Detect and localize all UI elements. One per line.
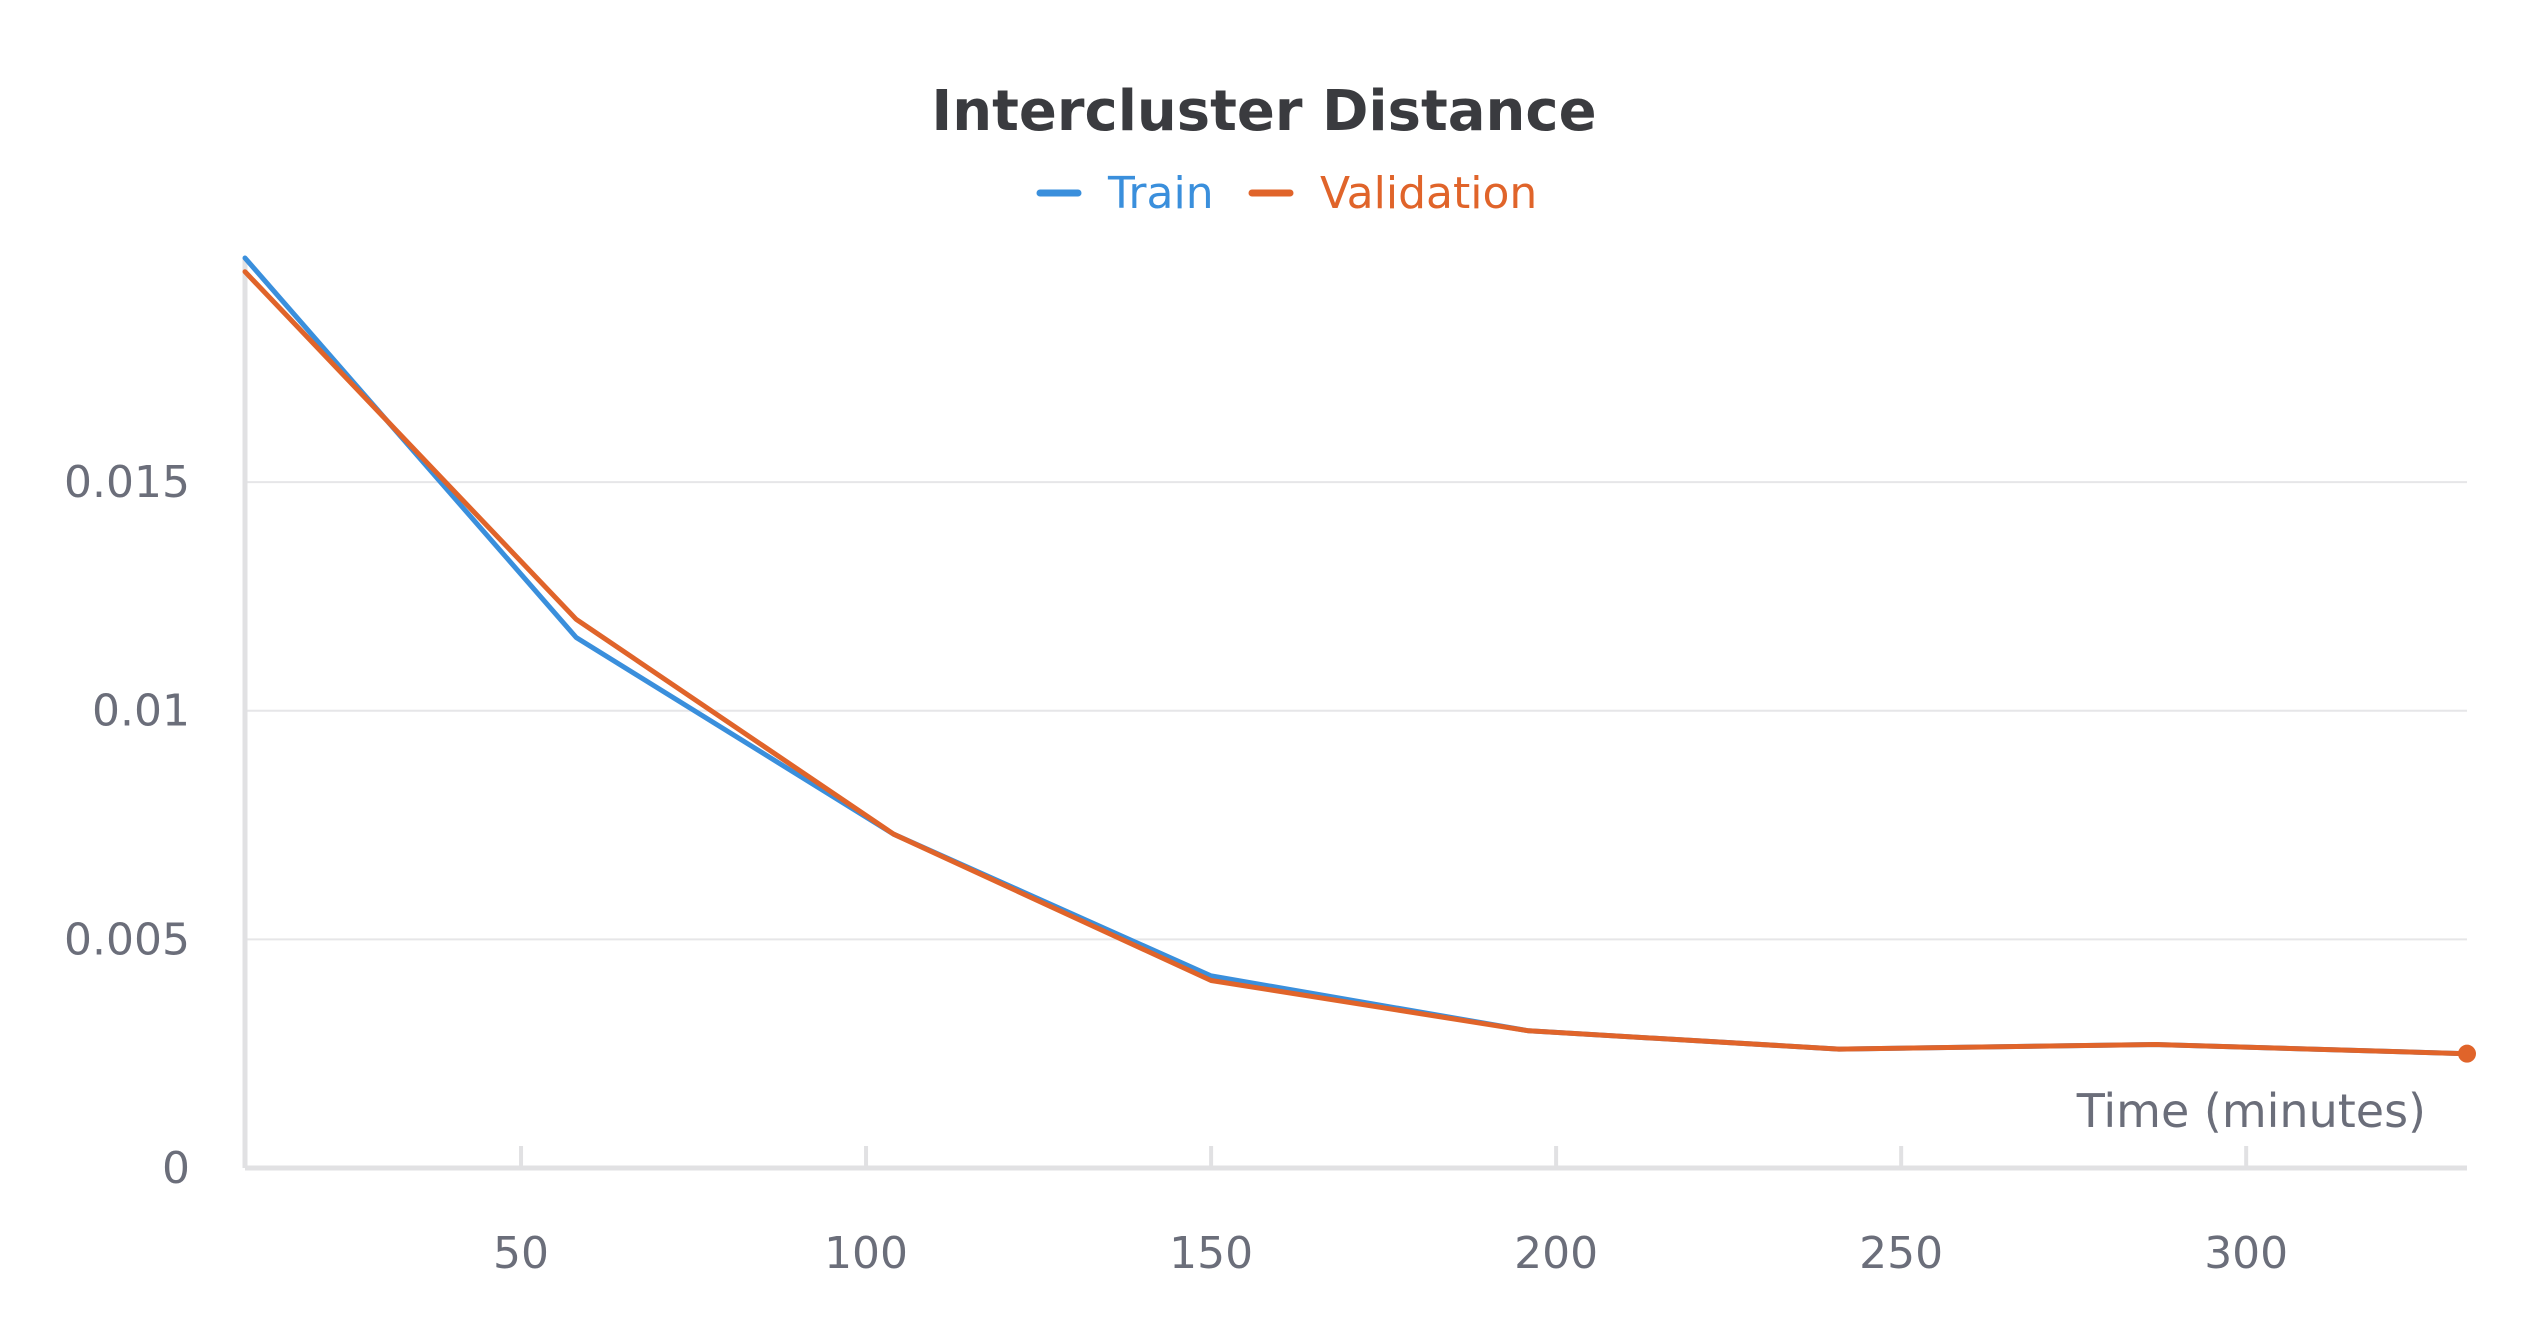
legend-label: Validation <box>1320 168 1537 219</box>
series-line-validation <box>242 269 2470 1057</box>
y-tick-label: 0.01 <box>92 686 190 737</box>
x-tick-label: 250 <box>1859 1228 1943 1279</box>
series-lines <box>242 255 2476 1063</box>
x-tick-label: 50 <box>493 1228 549 1279</box>
y-tick-label: 0.005 <box>64 914 190 965</box>
axes <box>242 258 2467 1171</box>
grid-lines <box>245 481 2467 941</box>
legend: Train Validation <box>1036 168 1537 219</box>
y-tick-label: 0.015 <box>64 457 190 508</box>
x-tick-label: 300 <box>2204 1228 2288 1279</box>
x-tick-label: 200 <box>1514 1228 1598 1279</box>
y-tick-label: 0 <box>162 1143 190 1194</box>
chart-title: Intercluster Distance <box>931 79 1596 144</box>
legend-label: Train <box>1107 168 1214 219</box>
series-line-train <box>242 255 2470 1057</box>
series-end-point <box>2458 1044 2476 1063</box>
x-axis-title: Time (minutes) <box>2076 1084 2426 1138</box>
tick-labels: 0 0.005 0.01 0.015 50 100 150 200 250 300 <box>64 457 2288 1279</box>
x-tick-label: 150 <box>1169 1228 1253 1279</box>
x-tick-label: 100 <box>824 1228 908 1279</box>
